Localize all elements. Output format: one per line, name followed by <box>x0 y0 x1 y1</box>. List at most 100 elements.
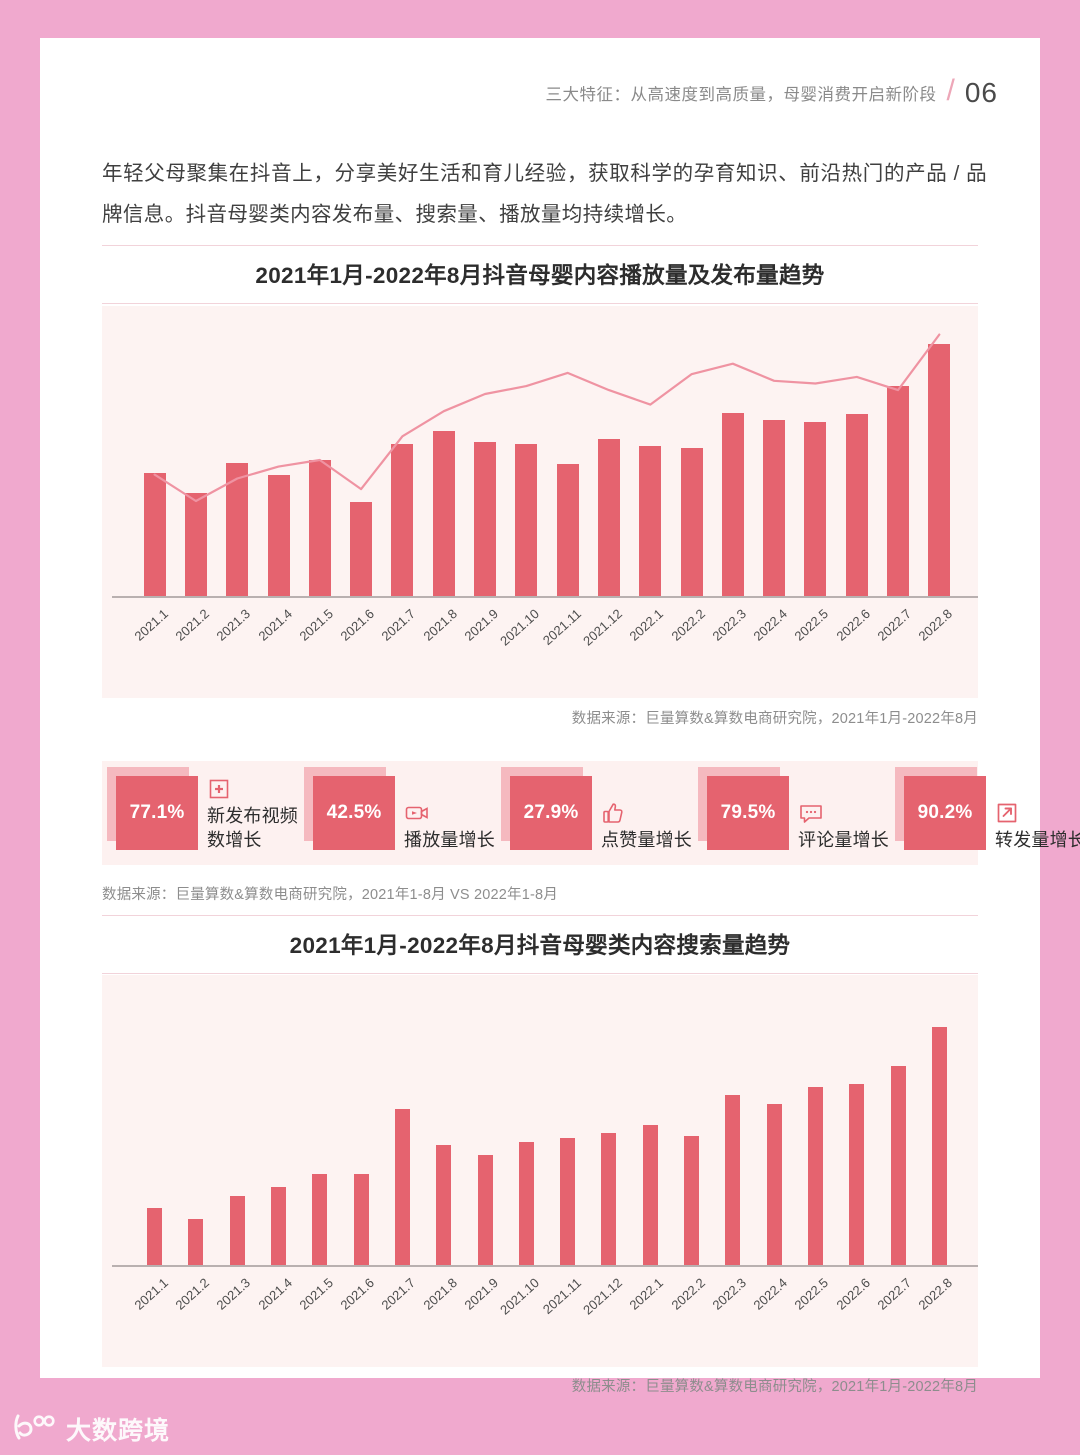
chart-bar <box>890 1065 906 1265</box>
chart-bar <box>515 444 538 596</box>
x-axis-tick-label: 2022.5 <box>791 1275 832 1313</box>
kpi-badge-fill: 42.5% <box>313 776 395 850</box>
chart-bar <box>308 460 331 596</box>
x-axis-tick-label: 2022.2 <box>667 1275 708 1313</box>
x-axis-tick-label: 2022.8 <box>915 1275 956 1313</box>
chart-bar <box>560 1138 576 1265</box>
chart-bar <box>725 1094 741 1265</box>
chart2-plot-area: 2021.1 2021.2 2021.3 2021.4 2021.5 2021.6 2021… <box>102 975 978 1367</box>
watermark-logo-icon <box>12 1412 58 1447</box>
x-axis-tick-label: 2021.9 <box>461 1275 502 1313</box>
chart1-source-note: 数据来源：巨量算数&算数电商研究院，2021年1月-2022年8月 <box>571 711 978 727</box>
kpi-item-new-videos: 77.1% 新发布视频数增长 <box>102 761 299 865</box>
chart-bar <box>267 474 290 596</box>
chart-bar <box>928 343 951 596</box>
chart-bar <box>849 1084 865 1265</box>
chart-axis-line <box>112 1265 978 1267</box>
chart1-plot-area: 2021.1 2021.2 2021.3 2021.4 2021.5 2021.6 2021… <box>102 306 978 698</box>
kpi-value: 77.1% <box>129 802 185 823</box>
chart2-panel: 2021.1 2021.2 2021.3 2021.4 2021.5 2021.6 2021… <box>102 975 978 1367</box>
chart-bar <box>639 445 662 596</box>
chart-bar <box>518 1142 534 1265</box>
kpi-text-block: 播放量增长 <box>404 801 496 852</box>
kpi-strip: 77.1% 新发布视频数增长 42.5% <box>102 761 1080 865</box>
x-axis-tick-label: 2021.4 <box>254 1275 295 1313</box>
chart-bar <box>766 1103 782 1265</box>
kpi-item-likes: 27.9% 点赞量增长 <box>496 761 693 865</box>
chart-bar <box>597 438 620 596</box>
chart-line-series <box>153 333 941 503</box>
x-axis-tick-label: 2021.11 <box>539 1275 584 1317</box>
chart-bar <box>143 473 166 596</box>
chart-bar <box>804 421 827 596</box>
chart-bar <box>353 1173 369 1265</box>
kpi-badge: 42.5% <box>304 767 395 850</box>
kpi-text-block: 新发布视频数增长 <box>207 777 299 852</box>
watermark: 大数跨境 <box>12 1411 170 1447</box>
kpi-badge: 27.9% <box>501 767 592 850</box>
chart-bar <box>184 493 207 596</box>
x-axis-tick-label: 2021.8 <box>420 1275 460 1313</box>
chart-bar <box>350 502 373 596</box>
chart-bar <box>477 1155 493 1265</box>
page-sheet: 三大特征：从高速度到高质量，母婴消费开启新阶段 / 06 年轻父母聚集在抖音上，… <box>40 38 1080 1395</box>
kpi-text-block: 评论量增长 <box>798 801 890 852</box>
kpi-badge: 90.2% <box>895 767 986 850</box>
chart2-title-bar: 2021年1月-2022年8月抖音母婴类内容搜索量趋势 <box>102 915 978 974</box>
x-axis-tick-label: 2021.6 <box>337 1275 378 1313</box>
plus-square-icon <box>207 777 299 801</box>
chart-bar <box>931 1027 947 1265</box>
chart1-title: 2021年1月-2022年8月抖音母婴内容播放量及发布量趋势 <box>255 263 825 288</box>
chart-bar <box>887 386 910 596</box>
kpi-item-shares: 90.2% 转发量增长 <box>890 761 1080 865</box>
chart-bar <box>763 420 786 596</box>
chart2-title: 2021年1月-2022年8月抖音母婴类内容搜索量趋势 <box>289 933 791 958</box>
page-number: 06 <box>964 77 998 108</box>
chart-bar <box>845 413 868 596</box>
chart-bar <box>271 1187 287 1265</box>
x-axis-tick-label: 2021.7 <box>378 1275 419 1313</box>
chart-bar <box>229 1196 245 1265</box>
chart-bar <box>721 412 744 596</box>
chart-bar <box>432 431 455 596</box>
kpi-badge: 79.5% <box>698 767 789 850</box>
kpi-badge: 77.1% <box>107 767 198 850</box>
kpi-text-block: 点赞量增长 <box>601 801 693 852</box>
kpi-text-block: 转发量增长 <box>995 801 1080 852</box>
chart-bar <box>436 1144 452 1265</box>
chart-bar <box>394 1109 410 1265</box>
kpi-label: 播放量增长 <box>404 830 495 850</box>
chart-bar <box>312 1173 328 1265</box>
chart2-source-note: 数据来源：巨量算数&算数电商研究院，2021年1月-2022年8月 <box>571 1379 978 1395</box>
x-axis-tick-label: 2022.3 <box>709 1275 749 1313</box>
kpi-badge-fill: 90.2% <box>904 776 986 850</box>
kpi-badge-fill: 77.1% <box>116 776 198 850</box>
x-axis-tick-label: 2022.7 <box>874 1275 915 1313</box>
chart-bar <box>391 444 414 596</box>
document-header: 三大特征：从高速度到高质量，母婴消费开启新阶段 / 06 <box>545 74 999 110</box>
kpi-value: 90.2% <box>917 802 973 823</box>
kpi-source-note: 数据来源：巨量算数&算数电商研究院，2021年1-8月 VS 2022年1-8月 <box>102 887 558 903</box>
kpi-badge-fill: 79.5% <box>707 776 789 850</box>
kpi-label: 转发量增长 <box>995 830 1080 850</box>
x-axis-tick-label: 2021.1 <box>131 1275 171 1313</box>
watermark-text: 大数跨境 <box>66 1417 171 1445</box>
kpi-value: 79.5% <box>720 802 776 823</box>
kpi-item-comments: 79.5% 评论量增长 <box>693 761 890 865</box>
x-axis-tick-label: 2022.4 <box>750 1275 791 1313</box>
x-axis-tick-label: 2021.2 <box>172 1275 212 1313</box>
x-axis-tick-label: 2021.12 <box>580 1275 625 1318</box>
kpi-badge-fill: 27.9% <box>510 776 592 850</box>
chart-bar <box>684 1135 700 1265</box>
intro-paragraph: 年轻父母聚集在抖音上，分享美好生活和育儿经验，获取科学的孕育知识、前沿热门的产品… <box>102 162 987 226</box>
kpi-item-plays: 42.5% 播放量增长 <box>299 761 496 865</box>
chart-bar <box>147 1208 163 1265</box>
comment-bubble-icon <box>798 801 890 825</box>
header-separator: / <box>946 74 955 107</box>
kpi-label: 评论量增长 <box>798 830 889 850</box>
chart1-title-bar: 2021年1月-2022年8月抖音母婴内容播放量及发布量趋势 <box>102 245 978 304</box>
thumbs-up-icon <box>601 801 693 825</box>
header-title: 三大特征：从高速度到高质量，母婴消费开启新阶段 <box>545 86 937 104</box>
kpi-label: 新发布视频数增长 <box>207 806 298 850</box>
kpi-value: 42.5% <box>326 802 382 823</box>
